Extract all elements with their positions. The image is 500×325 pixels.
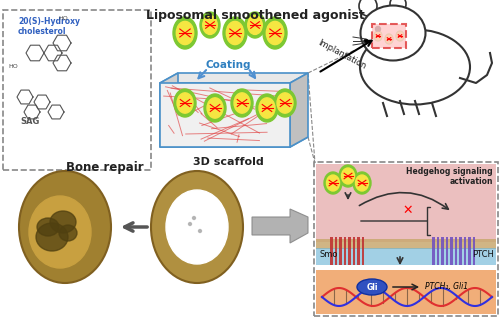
Bar <box>334 237 338 265</box>
Bar <box>436 237 440 265</box>
Bar <box>446 237 448 265</box>
Ellipse shape <box>176 21 194 45</box>
Ellipse shape <box>36 223 68 251</box>
Ellipse shape <box>226 21 244 45</box>
Ellipse shape <box>29 196 91 268</box>
Ellipse shape <box>200 12 220 38</box>
Ellipse shape <box>274 89 296 117</box>
Ellipse shape <box>356 175 368 191</box>
Ellipse shape <box>259 98 275 118</box>
Polygon shape <box>160 73 308 83</box>
Bar <box>432 237 435 265</box>
FancyBboxPatch shape <box>372 24 406 48</box>
Ellipse shape <box>188 223 192 226</box>
Bar <box>472 237 476 265</box>
Text: PTCH₁, Gli1: PTCH₁, Gli1 <box>425 282 468 292</box>
Bar <box>316 270 496 314</box>
Text: PTCH: PTCH <box>472 250 494 259</box>
Text: 3D scaffold: 3D scaffold <box>192 157 264 167</box>
Polygon shape <box>160 137 308 147</box>
Bar <box>441 237 444 265</box>
Ellipse shape <box>204 94 226 122</box>
Polygon shape <box>160 83 290 147</box>
Text: Smo: Smo <box>320 250 338 259</box>
Ellipse shape <box>277 93 293 113</box>
Bar <box>339 237 342 265</box>
Ellipse shape <box>342 168 354 184</box>
Ellipse shape <box>326 175 340 191</box>
FancyBboxPatch shape <box>314 162 498 316</box>
Polygon shape <box>160 73 178 147</box>
Ellipse shape <box>207 98 223 118</box>
Bar <box>352 237 356 265</box>
Ellipse shape <box>174 89 196 117</box>
Ellipse shape <box>385 34 393 44</box>
Text: Gli: Gli <box>366 282 378 292</box>
Bar <box>330 237 333 265</box>
Bar <box>316 248 496 265</box>
Ellipse shape <box>166 190 228 264</box>
Ellipse shape <box>374 31 382 41</box>
Ellipse shape <box>231 89 253 117</box>
Ellipse shape <box>390 0 406 13</box>
Polygon shape <box>252 209 308 243</box>
Text: 20(S)-Hydroxy
cholesterol: 20(S)-Hydroxy cholesterol <box>18 17 80 36</box>
Ellipse shape <box>375 32 381 40</box>
Ellipse shape <box>177 93 193 113</box>
Bar <box>344 237 346 265</box>
Bar <box>450 237 453 265</box>
Ellipse shape <box>397 32 403 40</box>
Ellipse shape <box>376 27 380 32</box>
Bar <box>468 237 471 265</box>
Bar <box>357 237 360 265</box>
Text: HO: HO <box>58 16 68 20</box>
Ellipse shape <box>339 165 357 187</box>
Ellipse shape <box>248 16 262 34</box>
Bar <box>316 239 496 249</box>
Ellipse shape <box>245 12 265 38</box>
Ellipse shape <box>266 21 283 45</box>
Text: Implantation: Implantation <box>316 38 368 72</box>
Bar <box>348 237 351 265</box>
Ellipse shape <box>353 172 371 194</box>
Ellipse shape <box>263 17 287 49</box>
Ellipse shape <box>37 218 59 236</box>
Text: ✕: ✕ <box>403 203 413 216</box>
Ellipse shape <box>359 0 377 16</box>
Text: Coating: Coating <box>206 60 251 70</box>
Bar <box>459 237 462 265</box>
Bar <box>316 164 496 242</box>
Text: Bone repair: Bone repair <box>66 162 144 175</box>
Polygon shape <box>290 73 308 147</box>
Text: SAG: SAG <box>20 117 40 126</box>
Ellipse shape <box>357 279 387 295</box>
Text: Liposomal smoothened agonist: Liposomal smoothened agonist <box>146 8 364 21</box>
Ellipse shape <box>223 17 247 49</box>
Bar <box>362 237 364 265</box>
Text: Hedgehog signaling
activation: Hedgehog signaling activation <box>406 167 493 187</box>
Bar <box>454 237 458 265</box>
Ellipse shape <box>198 229 202 232</box>
Ellipse shape <box>360 30 470 105</box>
Ellipse shape <box>360 6 426 60</box>
Ellipse shape <box>396 31 404 41</box>
FancyBboxPatch shape <box>3 10 151 170</box>
Text: HO: HO <box>8 64 18 70</box>
Ellipse shape <box>50 211 76 233</box>
Ellipse shape <box>19 171 111 283</box>
Bar <box>464 237 466 265</box>
Ellipse shape <box>364 40 368 43</box>
Ellipse shape <box>173 17 197 49</box>
Ellipse shape <box>386 35 392 43</box>
Ellipse shape <box>234 93 250 113</box>
Ellipse shape <box>59 225 77 241</box>
Ellipse shape <box>192 216 196 219</box>
Ellipse shape <box>203 16 217 34</box>
Ellipse shape <box>324 172 342 194</box>
Ellipse shape <box>151 171 243 283</box>
Ellipse shape <box>256 94 278 122</box>
